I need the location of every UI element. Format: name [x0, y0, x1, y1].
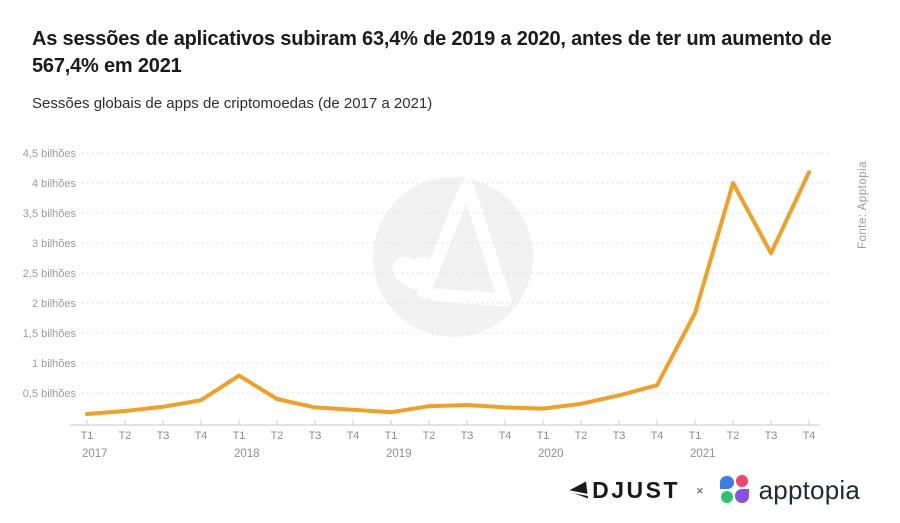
clover-petal-green — [720, 491, 733, 503]
apptopia-logo-text: apptopia — [758, 474, 860, 505]
x-axis-quarter-label: T3 — [157, 430, 170, 442]
x-axis-quarter-label: T4 — [803, 430, 816, 442]
y-axis-tick-label: 4,5 bilhões — [23, 148, 77, 160]
x-axis-quarter-label: T4 — [347, 430, 360, 442]
y-axis-tick-label: 0,5 bilhões — [23, 388, 77, 400]
source-note: Fonte: Apptopia — [857, 161, 869, 249]
clover-petal-pink — [735, 475, 748, 487]
sessions-line-series — [85, 170, 811, 416]
x-axis-quarter-label: T1 — [689, 430, 702, 442]
x-axis-quarter-label: T4 — [499, 430, 512, 442]
apptopia-logo: apptopia — [719, 474, 860, 506]
x-axis-quarter-label: T4 — [195, 430, 208, 442]
x-axis-quarter-label: T1 — [233, 430, 246, 442]
adjust-logo-a-icon — [567, 481, 589, 499]
chart-subtitle: Sessões globais de apps de criptomoedas … — [32, 95, 433, 112]
x-axis-year-label: 2017 — [82, 448, 108, 460]
x-axis-quarter-label: T3 — [613, 430, 626, 442]
y-axis-tick-label: 1 bilhões — [32, 358, 77, 370]
x-axis-quarter-label: T2 — [575, 430, 588, 442]
adjust-logo-text: DJUST — [592, 476, 681, 503]
apptopia-watermark-icon — [373, 177, 533, 337]
footer-brands: DJUST × apptopia — [566, 473, 860, 507]
x-axis-quarter-label: T3 — [309, 430, 322, 442]
x-axis-quarter-label: T3 — [461, 430, 474, 442]
x-axis-quarter-label: T2 — [423, 430, 436, 442]
y-axis-tick-label: 4 bilhões — [32, 178, 77, 190]
x-axis-quarter-label: T1 — [81, 430, 94, 442]
x-axis-year-label: 2019 — [386, 448, 412, 460]
x-axis-year-label: 2018 — [234, 448, 260, 460]
page-title: As sessões de aplicativos subiram 63,4% … — [32, 28, 832, 77]
x-axis-year-label: 2020 — [538, 448, 564, 460]
y-axis-tick-label: 2,5 bilhões — [23, 268, 77, 280]
clover-petal-purple — [734, 489, 749, 503]
y-axis-tick-label: 1,5 bilhões — [23, 328, 77, 340]
x-axis-quarter-label: T2 — [727, 430, 740, 442]
sessions-line-chart: 0,5 bilhões 1 bilhões 1,5 bilhões 2 bilhões… — [23, 148, 869, 460]
y-axis-tick-label: 3 bilhões — [32, 238, 77, 250]
x-axis-quarter-label: T2 — [119, 430, 132, 442]
adjust-logo: DJUST — [566, 477, 680, 504]
x-axis-quarter-label: T3 — [765, 430, 778, 442]
y-axis-tick-label: 2 bilhões — [32, 298, 77, 310]
clover-petal-blue — [719, 476, 734, 489]
x-axis-quarter-label: T2 — [271, 430, 284, 442]
y-axis-tick-label: 3,5 bilhões — [23, 208, 77, 220]
brand-separator: × — [696, 482, 704, 498]
x-axis-year-label: 2021 — [690, 448, 716, 460]
x-axis-quarter-label: T1 — [537, 430, 550, 442]
x-axis-quarter-label: T1 — [385, 430, 398, 442]
x-axis-quarter-label: T4 — [651, 430, 664, 442]
apptopia-clover-icon — [719, 475, 750, 505]
